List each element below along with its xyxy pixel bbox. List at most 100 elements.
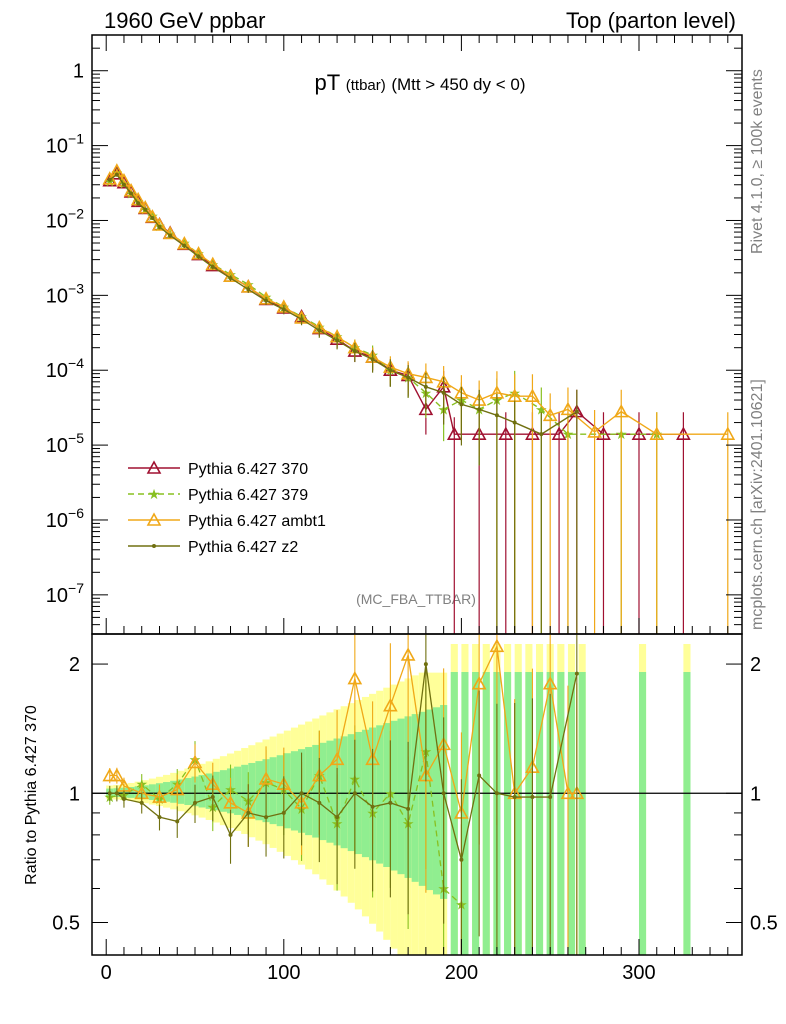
header-right: Top (parton level) [566, 8, 736, 33]
data-point [150, 215, 155, 220]
ratio-point [335, 815, 340, 820]
ratio-point [187, 754, 203, 769]
ratio-point [228, 832, 233, 837]
data-point [512, 420, 517, 425]
ratio-point [246, 810, 251, 815]
ratio-point [423, 662, 428, 667]
data-point [446, 426, 462, 440]
data-point [335, 338, 340, 343]
data-point [157, 224, 162, 229]
data-point [143, 207, 148, 212]
ratio-band-inner [234, 766, 242, 815]
data-point [551, 426, 567, 440]
ratio-point [299, 791, 304, 796]
ratio-point [114, 791, 119, 796]
ratio-band-inner [127, 787, 135, 798]
ratio-point [548, 795, 553, 800]
y-tick-exponent: −6 [68, 505, 84, 521]
ratio-line [109, 663, 578, 860]
legend-marker [146, 460, 162, 474]
ratio-band-inner [347, 734, 355, 852]
y-tick-base: 10 [46, 435, 68, 457]
ratio-band-inner [283, 753, 291, 829]
ratio-band-inner [319, 742, 327, 841]
ratio-band-inner [432, 707, 441, 895]
title-cut: (Mtt > 450 dy < 0) [391, 75, 525, 94]
data-point [107, 177, 112, 182]
legend-label: Pythia 6.427 379 [188, 487, 308, 504]
series-line [109, 171, 657, 435]
ratio-point [542, 676, 558, 690]
ratio-band-inner [425, 709, 433, 891]
data-point [281, 307, 286, 312]
ratio-point [489, 638, 505, 653]
ratio-band-inner [376, 725, 384, 864]
ratio-band-inner [397, 718, 405, 875]
ratio-y-tick-label: 0.5 [52, 912, 80, 934]
ratio-ylabel: Ratio to Pythia 6.427 370 [23, 705, 40, 885]
data-point [525, 388, 540, 402]
mcplots-side-text: mcplots.cern.ch [arXiv:2401.10621] [749, 379, 766, 630]
data-point [246, 287, 251, 292]
data-point [406, 375, 411, 380]
ratio-point [388, 800, 393, 805]
data-point [494, 413, 499, 418]
data-point [116, 174, 132, 189]
ratio-band-inner [683, 672, 691, 955]
ratio-point [169, 781, 185, 796]
ratio-point [152, 789, 167, 803]
data-point [114, 172, 119, 177]
data-point [498, 426, 514, 440]
ratio-band-inner [504, 672, 512, 955]
data-point [459, 402, 464, 407]
y-tick-label: 10−6 [46, 505, 84, 532]
x-tick-label: 100 [267, 962, 300, 984]
y-tick-label: 10−3 [46, 280, 84, 307]
ratio-point [223, 795, 238, 809]
data-point [145, 209, 160, 223]
ratio-y-tick-label: 2 [69, 654, 80, 676]
ratio-series-2 [107, 634, 579, 955]
data-point [539, 432, 544, 437]
ratio-band-inner [472, 672, 480, 955]
main-plot: ★★★★★★★★★★★★★★★★★★★★★★★★★★★★★★★★★110−110… [46, 34, 743, 635]
data-point: ★ [535, 402, 548, 418]
header-left: 1960 GeV ppbar [104, 8, 265, 33]
ratio-band-inner [340, 736, 348, 849]
ratio-band-inner [312, 744, 320, 838]
legend-marker: ★ [148, 487, 161, 503]
ratio-point [107, 791, 112, 796]
data-point [299, 317, 304, 322]
ratio-band-inner [535, 672, 544, 955]
ratio-band-inner [567, 672, 576, 955]
data-point [168, 233, 173, 238]
y-tick-exponent: −1 [68, 131, 84, 147]
watermark: (MC_FBA_TTBAR) [356, 591, 476, 607]
series-1: ★★★★★★★★★★★★★★★★★★★★★★★★★★★★★★★★★ [103, 165, 663, 634]
y-tick-base: 10 [46, 136, 68, 158]
data-point [370, 357, 375, 362]
ratio-point [459, 857, 464, 862]
ratio-point [406, 806, 411, 811]
y-tick-base: 10 [46, 285, 68, 307]
ratio-y-tick-label-right: 2 [750, 654, 761, 676]
ratio-band-inner [411, 714, 419, 882]
ratio-point [102, 767, 118, 782]
ratio-point [477, 773, 482, 778]
ratio-point [281, 810, 286, 815]
ratio-band-inner [198, 775, 206, 808]
y-tick-exponent: −5 [68, 430, 84, 446]
data-point [352, 349, 357, 354]
ratio-point [264, 815, 269, 820]
y-tick-label: 10−7 [46, 580, 84, 607]
y-tick-label: 10−4 [46, 355, 84, 382]
ratio-point [210, 795, 215, 800]
y-tick-exponent: −7 [68, 580, 84, 596]
y-tick-label: 10−2 [46, 205, 84, 232]
rivet-side-text: Rivet 4.1.0, ≥ 100k events [749, 69, 766, 254]
ratio-band-inner [212, 771, 220, 811]
data-point [121, 182, 126, 187]
series-line [109, 172, 684, 435]
